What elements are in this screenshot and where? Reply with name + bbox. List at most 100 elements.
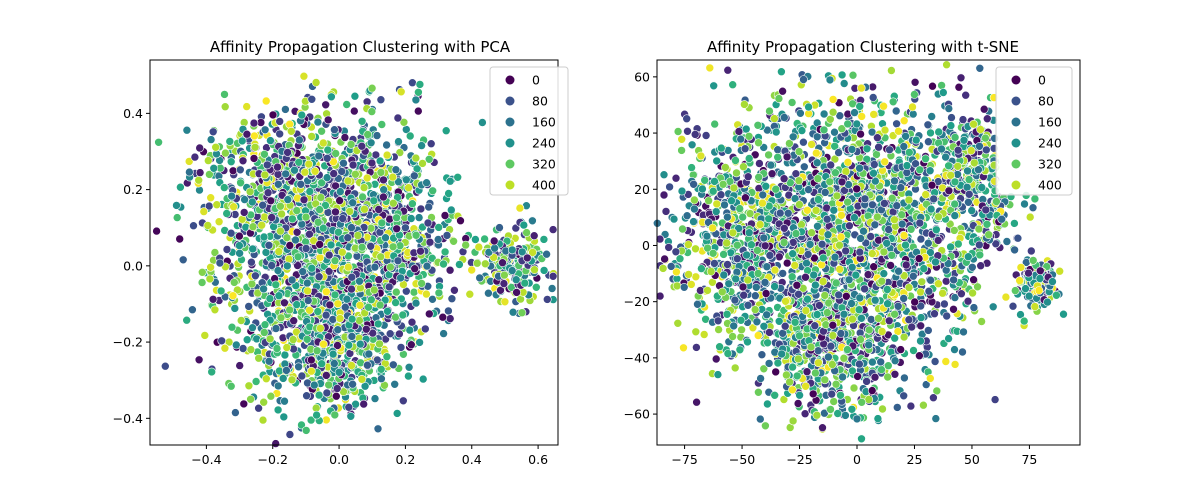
data-point	[346, 140, 356, 149]
data-point	[357, 242, 367, 252]
data-point	[302, 278, 312, 288]
pca-legend-marker	[505, 96, 515, 106]
data-point	[312, 410, 321, 420]
data-point	[475, 273, 485, 283]
data-point	[307, 366, 316, 376]
data-point	[315, 253, 325, 263]
data-point	[357, 117, 367, 126]
data-point	[438, 312, 448, 322]
data-point	[774, 94, 784, 103]
data-point	[399, 118, 409, 127]
data-point	[411, 231, 421, 240]
data-point	[777, 349, 787, 359]
data-point	[831, 168, 840, 177]
data-point	[847, 404, 857, 414]
data-point	[363, 130, 373, 139]
data-point	[888, 97, 898, 107]
data-point	[342, 294, 352, 304]
data-point	[175, 234, 184, 244]
data-point	[343, 233, 353, 242]
data-point	[408, 78, 417, 87]
data-point	[734, 127, 744, 136]
data-point	[849, 383, 859, 393]
data-point	[369, 196, 379, 206]
pca-points-layer	[152, 71, 558, 448]
data-point	[941, 357, 951, 366]
data-point	[522, 253, 532, 263]
data-point	[379, 175, 388, 185]
data-point	[411, 95, 421, 105]
data-point	[422, 178, 431, 187]
data-point	[517, 308, 527, 318]
data-point	[367, 107, 377, 116]
data-point	[764, 359, 774, 368]
data-point	[866, 315, 876, 324]
data-point	[197, 278, 207, 287]
data-point	[834, 148, 843, 157]
data-point	[331, 149, 341, 158]
data-point	[542, 249, 551, 259]
data-point	[500, 270, 509, 280]
data-point	[259, 328, 269, 337]
data-point	[467, 265, 477, 275]
data-point	[692, 397, 701, 407]
data-point	[228, 166, 238, 176]
data-point	[278, 374, 288, 383]
data-point	[874, 142, 883, 152]
data-point	[287, 375, 297, 385]
data-point	[265, 294, 275, 303]
data-point	[428, 294, 437, 304]
data-point	[347, 272, 357, 282]
data-point	[950, 345, 959, 354]
data-point	[405, 325, 415, 335]
data-point	[811, 206, 821, 215]
data-point	[273, 405, 283, 415]
data-point	[215, 258, 225, 268]
data-point	[366, 295, 376, 305]
data-point	[788, 249, 798, 258]
data-point	[677, 135, 687, 144]
data-point	[303, 296, 313, 305]
data-point	[275, 117, 285, 126]
data-point	[771, 127, 781, 137]
data-point	[315, 205, 324, 214]
data-point	[547, 284, 557, 293]
data-point	[306, 355, 316, 365]
data-point	[395, 329, 404, 339]
data-point	[246, 345, 256, 354]
data-point	[288, 214, 297, 224]
data-point	[386, 262, 395, 272]
data-point	[264, 241, 274, 250]
data-point	[398, 310, 408, 320]
data-point	[246, 394, 255, 404]
data-point	[314, 151, 324, 161]
data-point	[258, 415, 268, 425]
data-point	[343, 262, 353, 272]
data-point	[809, 270, 819, 280]
pca-x-axis: −0.4 −0.2 0.0 0.2 0.4 0.6	[191, 445, 548, 467]
data-point	[883, 361, 893, 371]
data-point	[248, 197, 257, 207]
data-point	[508, 307, 518, 317]
data-point	[310, 167, 320, 176]
data-point	[249, 118, 259, 128]
data-point	[264, 356, 274, 366]
data-point	[339, 158, 348, 168]
data-point	[860, 284, 869, 294]
data-point	[369, 285, 379, 295]
data-point	[793, 354, 803, 364]
data-point	[313, 117, 323, 127]
pca-legend-label: 0	[532, 73, 540, 88]
data-point	[313, 218, 323, 227]
data-point	[238, 156, 248, 166]
data-point	[297, 219, 307, 229]
data-point	[376, 95, 386, 104]
data-point	[273, 266, 283, 275]
data-point	[409, 171, 419, 181]
data-point	[366, 242, 376, 251]
data-point	[499, 279, 509, 288]
data-point	[382, 352, 392, 362]
data-point	[324, 250, 334, 260]
data-point	[329, 359, 339, 368]
data-point	[836, 329, 846, 338]
